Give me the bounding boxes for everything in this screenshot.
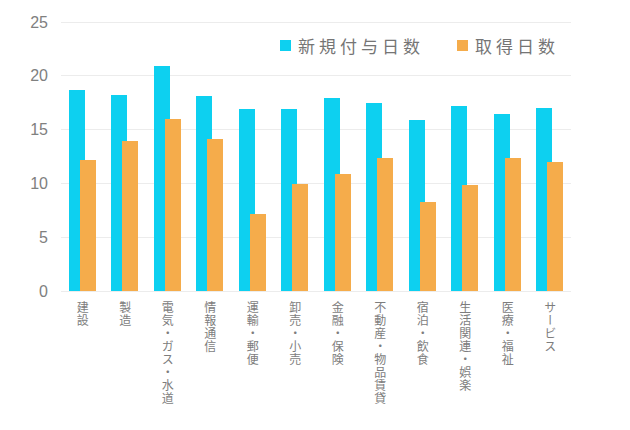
- bar-taken-2: [165, 119, 181, 291]
- bar-taken-7: [377, 158, 393, 291]
- chart-legend: 新規付与日数 取得日数: [280, 33, 559, 58]
- legend-swatch-icon: [457, 40, 468, 51]
- y-axis-label: 10: [14, 175, 48, 193]
- gridline-25: [61, 22, 571, 23]
- x-axis-label: 製造: [117, 301, 131, 327]
- legend-item-taken: 取得日数: [457, 33, 559, 58]
- x-axis-label: 卸売・小売: [287, 301, 301, 366]
- bar-chart: 新規付与日数 取得日数 0 5 10 15 20 25 建設 製造 電気・ガス・水道 情報通信 運輸・…: [0, 0, 630, 430]
- x-axis-label: 電気・ガス・水道: [159, 301, 173, 405]
- x-axis-label: 医療・福祉: [499, 301, 513, 366]
- y-axis-label: 20: [14, 67, 48, 85]
- bar-taken-0: [80, 160, 96, 291]
- x-axis-label: 建設: [74, 301, 88, 327]
- legend-swatch-icon: [280, 40, 291, 51]
- x-axis-label: サービス: [542, 301, 556, 353]
- x-axis-label: 宿泊・飲食: [414, 301, 428, 366]
- bar-taken-1: [122, 141, 138, 292]
- legend-label: 新規付与日数: [298, 33, 424, 58]
- y-axis-label: 25: [14, 14, 48, 32]
- bar-taken-5: [292, 184, 308, 292]
- y-axis-label: 5: [14, 229, 48, 247]
- bar-taken-9: [462, 185, 478, 292]
- gridline-20: [61, 75, 571, 76]
- y-axis-label: 15: [14, 121, 48, 139]
- y-axis-label: 0: [14, 283, 48, 301]
- x-axis-label: 金融・保険: [329, 301, 343, 366]
- legend-label: 取得日数: [475, 33, 559, 58]
- bar-taken-6: [335, 174, 351, 291]
- bar-taken-4: [250, 214, 266, 291]
- bar-taken-3: [207, 139, 223, 292]
- legend-item-granted: 新規付与日数: [280, 33, 424, 58]
- bar-taken-11: [547, 162, 563, 291]
- x-axis-label: 生活関連・娯楽: [457, 301, 471, 392]
- bar-taken-8: [420, 202, 436, 291]
- x-axis-label: 不動産・物品賃貸: [372, 301, 386, 405]
- x-axis-label: 情報通信: [202, 301, 216, 353]
- x-axis-label: 運輸・郵便: [244, 301, 258, 366]
- bar-taken-10: [505, 158, 521, 291]
